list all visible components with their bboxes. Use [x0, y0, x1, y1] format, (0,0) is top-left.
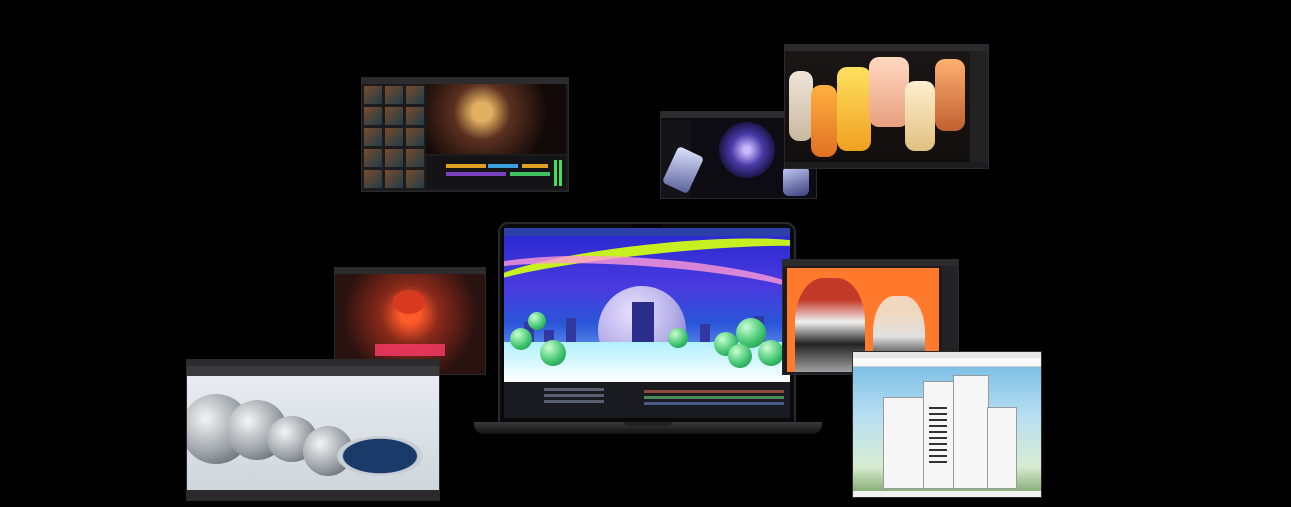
media-thumbnail[interactable] [364, 107, 382, 125]
render-shape [905, 81, 935, 151]
audio-meter [559, 160, 562, 186]
tree [758, 340, 784, 366]
window-titlebar[interactable] [661, 112, 816, 118]
media-thumbnail[interactable] [385, 107, 403, 125]
video-timeline[interactable] [426, 156, 566, 189]
keyframe-track[interactable] [644, 390, 784, 393]
laptop-lip [624, 422, 672, 426]
window-titlebar[interactable] [783, 260, 958, 266]
render-shape [837, 67, 871, 151]
status-bar [187, 490, 439, 500]
photo-editor-window[interactable] [783, 260, 958, 374]
tree [668, 328, 688, 348]
building-mass [987, 407, 1017, 489]
window-titlebar[interactable] [335, 268, 485, 274]
keyframe-track[interactable] [644, 402, 784, 405]
architecture-app-window[interactable] [853, 352, 1041, 497]
window-titlebar[interactable] [362, 78, 568, 84]
timeline-clip[interactable] [488, 164, 518, 168]
animation-timeline[interactable] [504, 382, 790, 418]
media-thumbnail[interactable] [406, 170, 424, 188]
media-thumbnail[interactable] [385, 149, 403, 167]
video-editor-window[interactable] [362, 78, 568, 191]
building [632, 302, 654, 352]
3d-modeler-window[interactable] [187, 360, 439, 500]
building-mass [953, 375, 989, 489]
audio-meter [554, 160, 557, 186]
video-preview [426, 84, 566, 154]
building [700, 324, 710, 352]
sculpt-shard [783, 166, 809, 196]
game-viewport[interactable] [335, 274, 485, 374]
render-shape [869, 57, 909, 127]
neon-counter [375, 344, 445, 356]
media-thumbnail[interactable] [364, 170, 382, 188]
building-mass [883, 397, 925, 489]
staircase [929, 407, 947, 467]
render-shape [789, 71, 813, 141]
media-thumbnail[interactable] [385, 86, 403, 104]
tree [728, 344, 752, 368]
media-browser[interactable] [364, 86, 424, 188]
sculpt-viewport-orb [719, 122, 775, 178]
layer-row[interactable] [544, 400, 604, 403]
3d-viewport[interactable] [187, 376, 439, 490]
tree [540, 340, 566, 366]
media-thumbnail[interactable] [364, 86, 382, 104]
layer-row[interactable] [544, 388, 604, 391]
camera-notch [632, 224, 662, 230]
window-titlebar[interactable] [785, 45, 988, 51]
tool-shelf[interactable] [187, 366, 439, 376]
render-viewport[interactable] [785, 51, 970, 162]
water-basin [337, 436, 423, 476]
red-creature [393, 290, 425, 314]
tree [510, 328, 532, 350]
timeline-clip[interactable] [446, 164, 486, 168]
motion-graphics-canvas[interactable] [504, 236, 790, 382]
render-app-window[interactable] [785, 45, 988, 168]
building [566, 318, 576, 352]
media-thumbnail[interactable] [406, 107, 424, 125]
keyframe-track[interactable] [644, 396, 784, 399]
game-engine-window[interactable] [335, 268, 485, 374]
media-thumbnail[interactable] [364, 149, 382, 167]
architecture-viewport[interactable] [853, 367, 1041, 491]
menu-bar[interactable] [504, 228, 790, 236]
timeline-clip[interactable] [510, 172, 550, 176]
laptop-base [474, 422, 822, 434]
media-thumbnail[interactable] [385, 170, 403, 188]
properties-panel[interactable] [970, 51, 988, 162]
media-thumbnail[interactable] [406, 128, 424, 146]
media-thumbnail[interactable] [406, 149, 424, 167]
render-shape [935, 59, 965, 131]
media-thumbnail[interactable] [364, 128, 382, 146]
window-titlebar[interactable] [853, 352, 1041, 358]
render-shape [811, 85, 837, 157]
media-thumbnail[interactable] [406, 86, 424, 104]
window-titlebar[interactable] [187, 360, 439, 366]
layer-row[interactable] [544, 394, 604, 397]
timeline-clip[interactable] [522, 164, 548, 168]
media-thumbnail[interactable] [385, 128, 403, 146]
tree [528, 312, 546, 330]
timeline-clip[interactable] [446, 172, 506, 176]
toolbar[interactable] [853, 358, 1041, 367]
laptop [500, 224, 794, 422]
layers-panel[interactable] [942, 266, 958, 374]
